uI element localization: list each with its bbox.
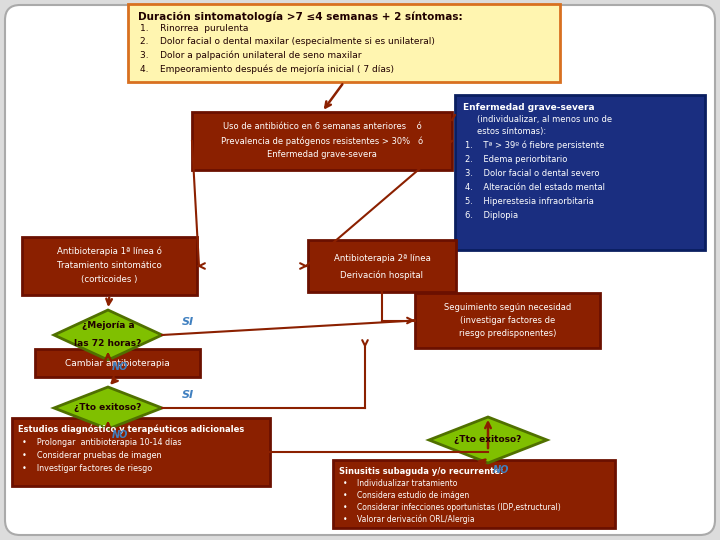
Text: Estudios diagnóstico y terapéuticos adicionales: Estudios diagnóstico y terapéuticos adic…	[18, 425, 244, 435]
FancyBboxPatch shape	[12, 418, 270, 486]
FancyBboxPatch shape	[22, 237, 197, 295]
Text: ¿Tto exitoso?: ¿Tto exitoso?	[74, 403, 142, 413]
Text: Duración sintomatología >7 ≤4 semanas + 2 síntomas:: Duración sintomatología >7 ≤4 semanas + …	[138, 12, 463, 23]
Polygon shape	[54, 310, 162, 360]
Text: Seguimiento según necesidad: Seguimiento según necesidad	[444, 303, 571, 312]
FancyBboxPatch shape	[455, 95, 705, 250]
Text: 3.    Dolor a palpación unilateral de seno maxilar: 3. Dolor a palpación unilateral de seno …	[140, 51, 361, 60]
FancyBboxPatch shape	[35, 349, 200, 377]
Text: 3.    Dolor facial o dental severo: 3. Dolor facial o dental severo	[465, 169, 600, 178]
Text: Derivación hospital: Derivación hospital	[341, 270, 423, 280]
Text: •    Considerar infecciones oportunistas (IDP,estructural): • Considerar infecciones oportunistas (I…	[343, 503, 561, 512]
Text: riesgo predisponentes): riesgo predisponentes)	[459, 329, 556, 338]
Text: Enfermedad grave-severa: Enfermedad grave-severa	[267, 150, 377, 159]
Text: 6.    Diplopia: 6. Diplopia	[465, 211, 518, 220]
FancyBboxPatch shape	[128, 4, 560, 82]
FancyBboxPatch shape	[192, 112, 452, 170]
Text: •    Considera estudio de imágen: • Considera estudio de imágen	[343, 491, 469, 500]
Text: 1.    Tª > 39º ó fiebre persistente: 1. Tª > 39º ó fiebre persistente	[465, 141, 604, 151]
FancyBboxPatch shape	[333, 460, 615, 528]
Text: 2.    Dolor facial o dental maxilar (especialmente si es unilateral): 2. Dolor facial o dental maxilar (especi…	[140, 37, 435, 46]
Text: Antibioterapia 1ª línea ó: Antibioterapia 1ª línea ó	[57, 247, 162, 256]
Text: •    Prolongar  antibioterapia 10-14 días: • Prolongar antibioterapia 10-14 días	[22, 438, 181, 447]
Text: NO: NO	[112, 430, 128, 440]
Text: Enfermedad grave-severa: Enfermedad grave-severa	[463, 103, 595, 112]
Text: •    Valorar derivación ORL/Alergia: • Valorar derivación ORL/Alergia	[343, 515, 474, 524]
Text: (individualizar, al menos uno de: (individualizar, al menos uno de	[477, 115, 612, 124]
Text: (corticoides ): (corticoides )	[81, 275, 138, 284]
Text: Tratamiento sintomático: Tratamiento sintomático	[57, 261, 162, 270]
Text: Sinusitis subaguda y/o recurrente:: Sinusitis subaguda y/o recurrente:	[339, 467, 503, 476]
Text: 1.    Rinorrea  purulenta: 1. Rinorrea purulenta	[140, 24, 248, 33]
Text: 5.    Hiperestesia infraorbitaria: 5. Hiperestesia infraorbitaria	[465, 197, 594, 206]
Text: ¿Tto exitoso?: ¿Tto exitoso?	[454, 435, 522, 444]
Text: Antibioterapia 2ª línea: Antibioterapia 2ª línea	[333, 254, 431, 263]
Text: Prevalencia de patógenos resistentes > 30%   ó: Prevalencia de patógenos resistentes > 3…	[221, 136, 423, 145]
Text: 4.    Empeoramiento después de mejoría inicial ( 7 días): 4. Empeoramiento después de mejoría inic…	[140, 64, 394, 74]
FancyBboxPatch shape	[5, 5, 715, 535]
Text: •    Individualizar tratamiento: • Individualizar tratamiento	[343, 479, 457, 488]
Text: NO: NO	[493, 465, 509, 475]
Polygon shape	[54, 387, 162, 429]
FancyBboxPatch shape	[415, 293, 600, 348]
Text: 2.    Edema periorbitario: 2. Edema periorbitario	[465, 155, 567, 164]
Text: •    Considerar pruebas de imagen: • Considerar pruebas de imagen	[22, 451, 161, 460]
Text: 4.    Alteración del estado mental: 4. Alteración del estado mental	[465, 183, 605, 192]
Text: NO: NO	[112, 362, 128, 372]
Polygon shape	[429, 417, 547, 463]
Text: Uso de antibiótico en 6 semanas anteriores    ó: Uso de antibiótico en 6 semanas anterior…	[222, 122, 421, 131]
Text: SI: SI	[182, 317, 194, 327]
Text: •    Investigar factores de riesgo: • Investigar factores de riesgo	[22, 464, 152, 473]
FancyBboxPatch shape	[308, 240, 456, 292]
Text: (investigar factores de: (investigar factores de	[460, 316, 555, 325]
Text: estos síntomas):: estos síntomas):	[477, 127, 546, 136]
Text: las 72 horas?: las 72 horas?	[74, 340, 142, 348]
Text: Cambiar antibioterapia: Cambiar antibioterapia	[65, 359, 170, 368]
Text: ¿Mejoría a: ¿Mejoría a	[81, 321, 135, 330]
Text: SI: SI	[182, 390, 194, 400]
